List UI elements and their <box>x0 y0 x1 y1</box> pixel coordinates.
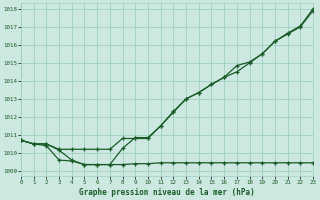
X-axis label: Graphe pression niveau de la mer (hPa): Graphe pression niveau de la mer (hPa) <box>79 188 255 197</box>
